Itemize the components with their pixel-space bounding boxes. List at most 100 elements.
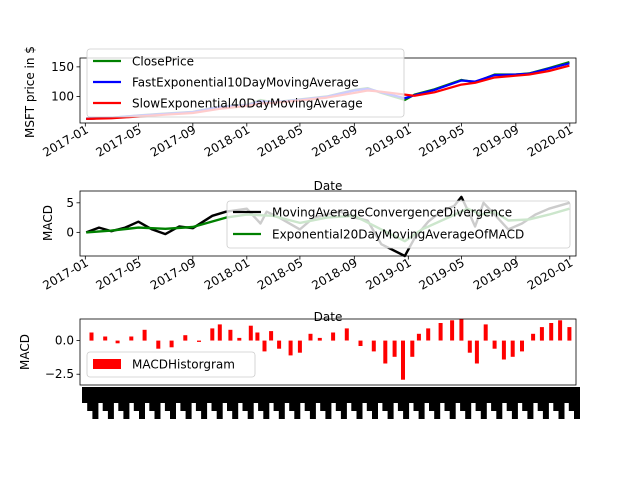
histogram-bar xyxy=(156,340,161,349)
crowded-x-tick-label xyxy=(87,387,94,411)
crowded-x-tick-label xyxy=(149,387,156,411)
crowded-x-tick-label xyxy=(185,387,192,419)
crowded-x-tick-label xyxy=(423,387,430,403)
crowded-x-tick-label xyxy=(439,387,446,403)
crowded-x-tick-label xyxy=(548,387,555,403)
crowded-x-tick-label xyxy=(309,387,316,419)
histogram-bar xyxy=(467,340,472,353)
histogram-bar xyxy=(383,340,388,364)
crowded-x-tick-label xyxy=(574,387,580,419)
crowded-x-tick-label xyxy=(392,387,399,403)
y-tick-label: 150 xyxy=(51,60,74,74)
crowded-x-tick-label xyxy=(216,387,223,419)
histogram-bar xyxy=(129,336,134,341)
crowded-x-tick-label xyxy=(206,387,213,403)
crowded-x-tick-label xyxy=(553,387,560,411)
histogram-bar xyxy=(308,333,313,341)
crowded-x-tick-label xyxy=(387,387,394,419)
crowded-x-tick-label xyxy=(403,387,410,419)
crowded-x-tick-label xyxy=(351,387,358,411)
histogram-bar xyxy=(401,340,405,380)
histogram-bar xyxy=(217,324,222,341)
crowded-x-tick-label xyxy=(408,387,415,403)
histogram-x-tick-labels xyxy=(82,387,580,419)
crowded-x-tick-label xyxy=(418,387,425,419)
crowded-x-tick-label xyxy=(501,387,508,403)
crowded-x-tick-label xyxy=(133,387,140,411)
crowded-x-tick-label xyxy=(232,387,239,419)
legend-label-histogram: MACDHistorgram xyxy=(132,358,235,372)
crowded-x-tick-label xyxy=(180,387,187,411)
histogram-bar xyxy=(549,323,554,341)
legend-label-slow-ema: SlowExponential40DayMovingAverage xyxy=(132,97,363,111)
crowded-x-tick-label xyxy=(413,387,420,411)
macd-legend: MovingAverageConvergenceDivergence Expon… xyxy=(226,200,571,249)
histogram-bar xyxy=(501,340,506,360)
crowded-x-tick-label xyxy=(532,387,539,403)
crowded-x-tick-label xyxy=(335,387,342,411)
crowded-x-tick-label xyxy=(444,387,451,411)
crowded-x-tick-label xyxy=(491,387,498,411)
macd-x-axis-label: Date xyxy=(314,310,343,324)
histogram-bar xyxy=(269,331,274,341)
crowded-x-tick-label xyxy=(568,387,575,411)
crowded-x-tick-label xyxy=(325,387,332,419)
crowded-x-tick-label xyxy=(397,387,404,411)
histogram-bar xyxy=(539,327,544,341)
crowded-x-tick-label xyxy=(361,387,368,403)
crowded-x-tick-label xyxy=(113,387,120,403)
crowded-x-tick-label xyxy=(242,387,249,411)
crowded-x-tick-label xyxy=(258,387,265,411)
legend-label-macd: MovingAverageConvergenceDivergence xyxy=(272,206,512,220)
histogram-bar xyxy=(474,340,479,364)
histogram-bar xyxy=(237,337,242,341)
macd-y-axis-label: MACD xyxy=(41,205,55,241)
crowded-x-tick-label xyxy=(527,387,534,419)
histogram-bar xyxy=(392,340,397,357)
crowded-x-tick-label xyxy=(175,387,182,403)
histogram-bar xyxy=(492,340,497,349)
histogram-y-axis-label: MACD xyxy=(18,334,32,370)
y-tick-label: 0 xyxy=(66,225,74,239)
crowded-x-tick-label xyxy=(340,387,347,419)
crowded-x-tick-label xyxy=(227,387,233,411)
histogram-panel: −2.5 0.0 MACD MACDHistorgram xyxy=(18,318,580,419)
crowded-x-tick-label xyxy=(372,387,378,419)
crowded-x-tick-label xyxy=(558,387,565,419)
histogram-bar xyxy=(558,320,563,341)
crowded-x-tick-label xyxy=(278,387,285,419)
histogram-bar xyxy=(531,333,536,341)
crowded-x-tick-label xyxy=(449,387,456,419)
crowded-x-tick-label xyxy=(263,387,270,419)
crowded-x-tick-label xyxy=(123,387,130,419)
crowded-x-tick-label xyxy=(82,387,88,403)
legend-label-close-price: ClosePrice xyxy=(132,55,194,69)
histogram-bar xyxy=(317,337,322,341)
histogram-bar xyxy=(426,328,431,341)
histogram-bar xyxy=(344,328,349,341)
y-tick-label: 100 xyxy=(51,89,74,103)
histogram-bar xyxy=(210,328,215,341)
histogram-bar xyxy=(115,340,120,344)
price-legend: ClosePrice FastExponential10DayMovingAve… xyxy=(86,48,405,118)
crowded-x-tick-label xyxy=(537,387,544,411)
histogram-bar xyxy=(183,335,188,341)
price-legend-box xyxy=(86,48,405,118)
crowded-x-tick-label xyxy=(190,387,197,403)
histogram-bar xyxy=(103,336,108,341)
crowded-x-tick-label xyxy=(511,387,518,419)
histogram-legend: MACDHistorgram xyxy=(86,351,256,378)
histogram-bar xyxy=(416,333,421,341)
histogram-y-ticks: −2.5 0.0 xyxy=(45,334,80,381)
crowded-x-tick-label xyxy=(118,387,125,411)
crowded-x-tick-label xyxy=(107,387,114,419)
macd-y-ticks: 05 xyxy=(66,196,80,239)
legend-label-macd-ema: Exponential20DayMovingAverageOfMACD xyxy=(272,228,524,242)
y-tick-label: 0.0 xyxy=(55,334,74,348)
crowded-x-tick-label xyxy=(506,387,513,411)
macd-axes-frame xyxy=(79,190,577,257)
legend-handle-histogram xyxy=(93,359,121,369)
crowded-x-tick-label xyxy=(159,387,166,403)
crowded-x-tick-label xyxy=(284,387,290,403)
histogram-bar xyxy=(142,329,147,341)
